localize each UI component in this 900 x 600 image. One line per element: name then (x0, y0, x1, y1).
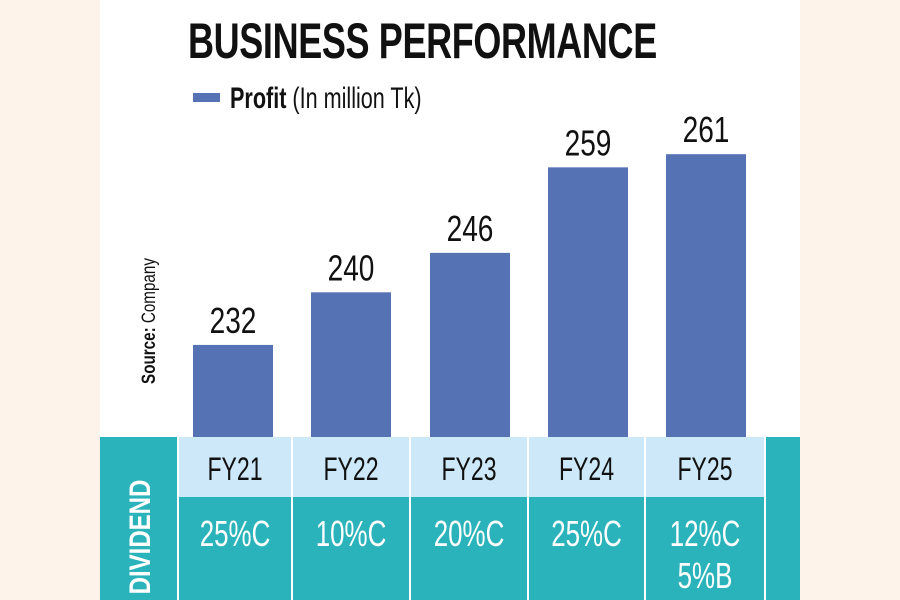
dividend-row-label: DIVIDEND (122, 480, 156, 595)
bar-fy21 (193, 344, 273, 437)
legend-label: Profit (In million Tk) (230, 82, 422, 115)
table-header-row (178, 437, 765, 497)
category-label: FY22 (323, 451, 378, 487)
legend-swatch (193, 93, 220, 102)
bar-fy25 (666, 154, 746, 437)
data-label: 232 (210, 301, 257, 341)
category-label: FY23 (441, 451, 496, 487)
data-label: 261 (683, 110, 730, 150)
dividend-value: 10%C (316, 514, 387, 554)
bar-fy24 (548, 167, 628, 437)
category-label: FY25 (677, 451, 732, 487)
data-label: 259 (565, 123, 612, 163)
bar-fy23 (430, 252, 510, 437)
data-label: 240 (328, 248, 375, 288)
category-label: FY24 (559, 451, 614, 487)
dividend-value: 25%C (200, 514, 271, 554)
dividend-value: 5%B (678, 556, 733, 596)
dividend-value: 12%C (670, 514, 741, 554)
dividend-value: 20%C (434, 514, 505, 554)
bar-fy22 (311, 292, 391, 437)
category-label: FY21 (207, 451, 262, 487)
chart-title: BUSINESS PERFORMANCE (188, 13, 657, 69)
data-label: 246 (447, 209, 494, 249)
dividend-value: 25%C (551, 514, 622, 554)
